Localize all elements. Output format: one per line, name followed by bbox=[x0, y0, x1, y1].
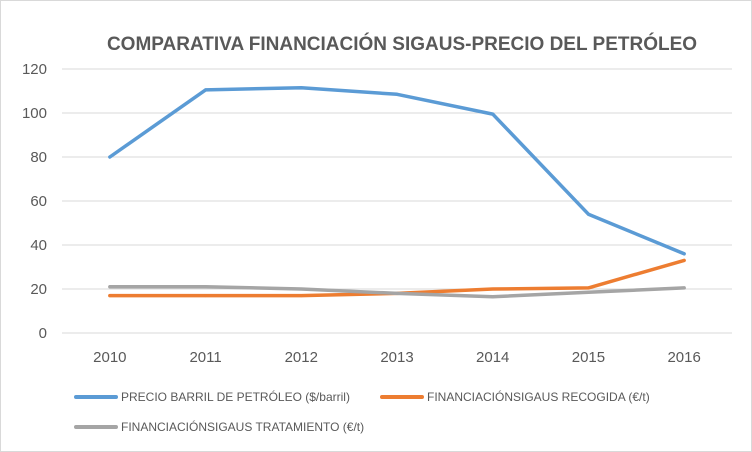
x-tick-label: 2010 bbox=[93, 349, 126, 366]
y-axis-ticks: 0 20 40 60 80 100 120 bbox=[22, 61, 47, 342]
data-point-sigaus-recogida bbox=[586, 286, 590, 290]
legend: PRECIO BARRIL DE PETRÓLEO ($/barril) FIN… bbox=[74, 389, 650, 434]
data-point-sigaus-tratamiento bbox=[586, 290, 590, 294]
data-point-precio-barril bbox=[395, 92, 399, 96]
gridlines bbox=[62, 68, 732, 334]
x-tick-label: 2011 bbox=[189, 349, 221, 366]
data-point-precio-barril bbox=[682, 252, 686, 256]
x-tick-label: 2012 bbox=[285, 349, 318, 366]
data-point-sigaus-tratamiento bbox=[395, 291, 399, 295]
x-tick-label: 2014 bbox=[476, 349, 509, 366]
data-point-precio-barril bbox=[108, 155, 112, 159]
x-tick-label: 2016 bbox=[667, 349, 700, 366]
y-tick-label: 0 bbox=[39, 325, 47, 342]
chart-title: COMPARATIVA FINANCIACIÓN SIGAUS-PRECIO D… bbox=[107, 33, 697, 55]
legend-entry-precio-barril[interactable]: PRECIO BARRIL DE PETRÓLEO ($/barril) bbox=[74, 389, 350, 404]
data-point-sigaus-recogida bbox=[108, 294, 112, 298]
data-point-sigaus-recogida bbox=[682, 258, 686, 262]
legend-label-precio-barril: PRECIO BARRIL DE PETRÓLEO ($/barril) bbox=[121, 389, 350, 404]
data-point-sigaus-tratamiento bbox=[682, 286, 686, 290]
data-point-sigaus-tratamiento bbox=[204, 285, 208, 289]
series-lines bbox=[108, 85, 686, 299]
x-axis-ticks: 2010 2011 2012 2013 2014 2015 2016 bbox=[93, 349, 701, 366]
y-tick-label: 40 bbox=[30, 237, 47, 254]
data-point-precio-barril bbox=[299, 86, 303, 90]
data-point-sigaus-recogida bbox=[491, 287, 495, 291]
y-tick-label: 60 bbox=[30, 193, 47, 210]
y-tick-label: 20 bbox=[30, 281, 47, 298]
x-tick-label: 2015 bbox=[572, 349, 605, 366]
data-point-precio-barril bbox=[586, 212, 590, 216]
data-point-sigaus-recogida bbox=[204, 294, 208, 298]
y-tick-label: 100 bbox=[22, 105, 47, 122]
x-tick-label: 2013 bbox=[380, 349, 413, 366]
data-point-sigaus-recogida bbox=[299, 294, 303, 298]
data-point-sigaus-tratamiento bbox=[491, 295, 495, 299]
data-point-precio-barril bbox=[491, 112, 495, 116]
y-tick-label: 80 bbox=[30, 149, 47, 166]
legend-entry-sigaus-tratamiento[interactable]: FINANCIACIÓNSIGAUS TRATAMIENTO (€/t) bbox=[74, 419, 364, 434]
data-point-sigaus-tratamiento bbox=[108, 285, 112, 289]
data-point-precio-barril bbox=[204, 88, 208, 92]
y-tick-label: 120 bbox=[22, 61, 47, 78]
legend-entry-sigaus-recogida[interactable]: FINANCIACIÓNSIGAUS RECOGIDA (€/t) bbox=[380, 389, 650, 404]
legend-label-sigaus-tratamiento: FINANCIACIÓNSIGAUS TRATAMIENTO (€/t) bbox=[121, 419, 364, 434]
data-point-sigaus-tratamiento bbox=[299, 287, 303, 291]
legend-label-sigaus-recogida: FINANCIACIÓNSIGAUS RECOGIDA (€/t) bbox=[427, 389, 650, 404]
